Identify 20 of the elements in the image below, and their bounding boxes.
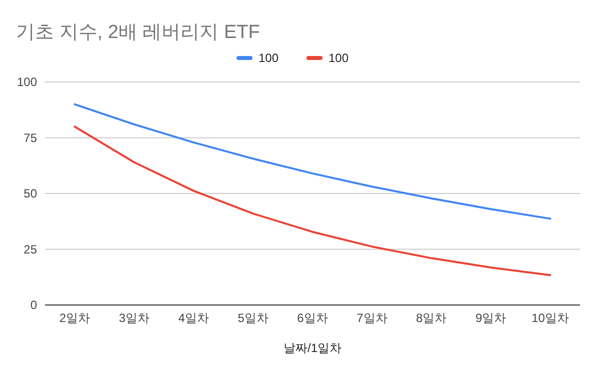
x-tick-label: 6일차: [297, 311, 328, 325]
line-series: [74, 103, 552, 220]
x-tick-label: 3일차: [118, 311, 150, 325]
x-tick-label: 4일차: [178, 311, 209, 325]
x-tick-label: 10일차: [532, 311, 569, 325]
x-tick-label: 7일차: [356, 311, 388, 325]
x-tick-label: 5일차: [238, 311, 268, 325]
x-tick-label: 8일차: [416, 311, 447, 325]
y-tick-label: 50: [24, 186, 38, 200]
y-tick-label: 0: [30, 298, 38, 312]
y-tick-label: 100: [16, 75, 38, 89]
x-axis-title: 날짜/1일차: [283, 341, 342, 355]
y-tick-label: 75: [24, 130, 38, 145]
line-series: [74, 126, 552, 276]
x-tick-label: 9일차: [475, 311, 506, 325]
chart-title: 기초 지수, 2배 레버리지 ETF: [16, 22, 260, 43]
x-tick-label: 2일차: [59, 311, 90, 325]
y-tick-label: 25: [24, 242, 38, 256]
legend-label: 100: [328, 51, 349, 65]
legend-label: 100: [258, 51, 279, 65]
